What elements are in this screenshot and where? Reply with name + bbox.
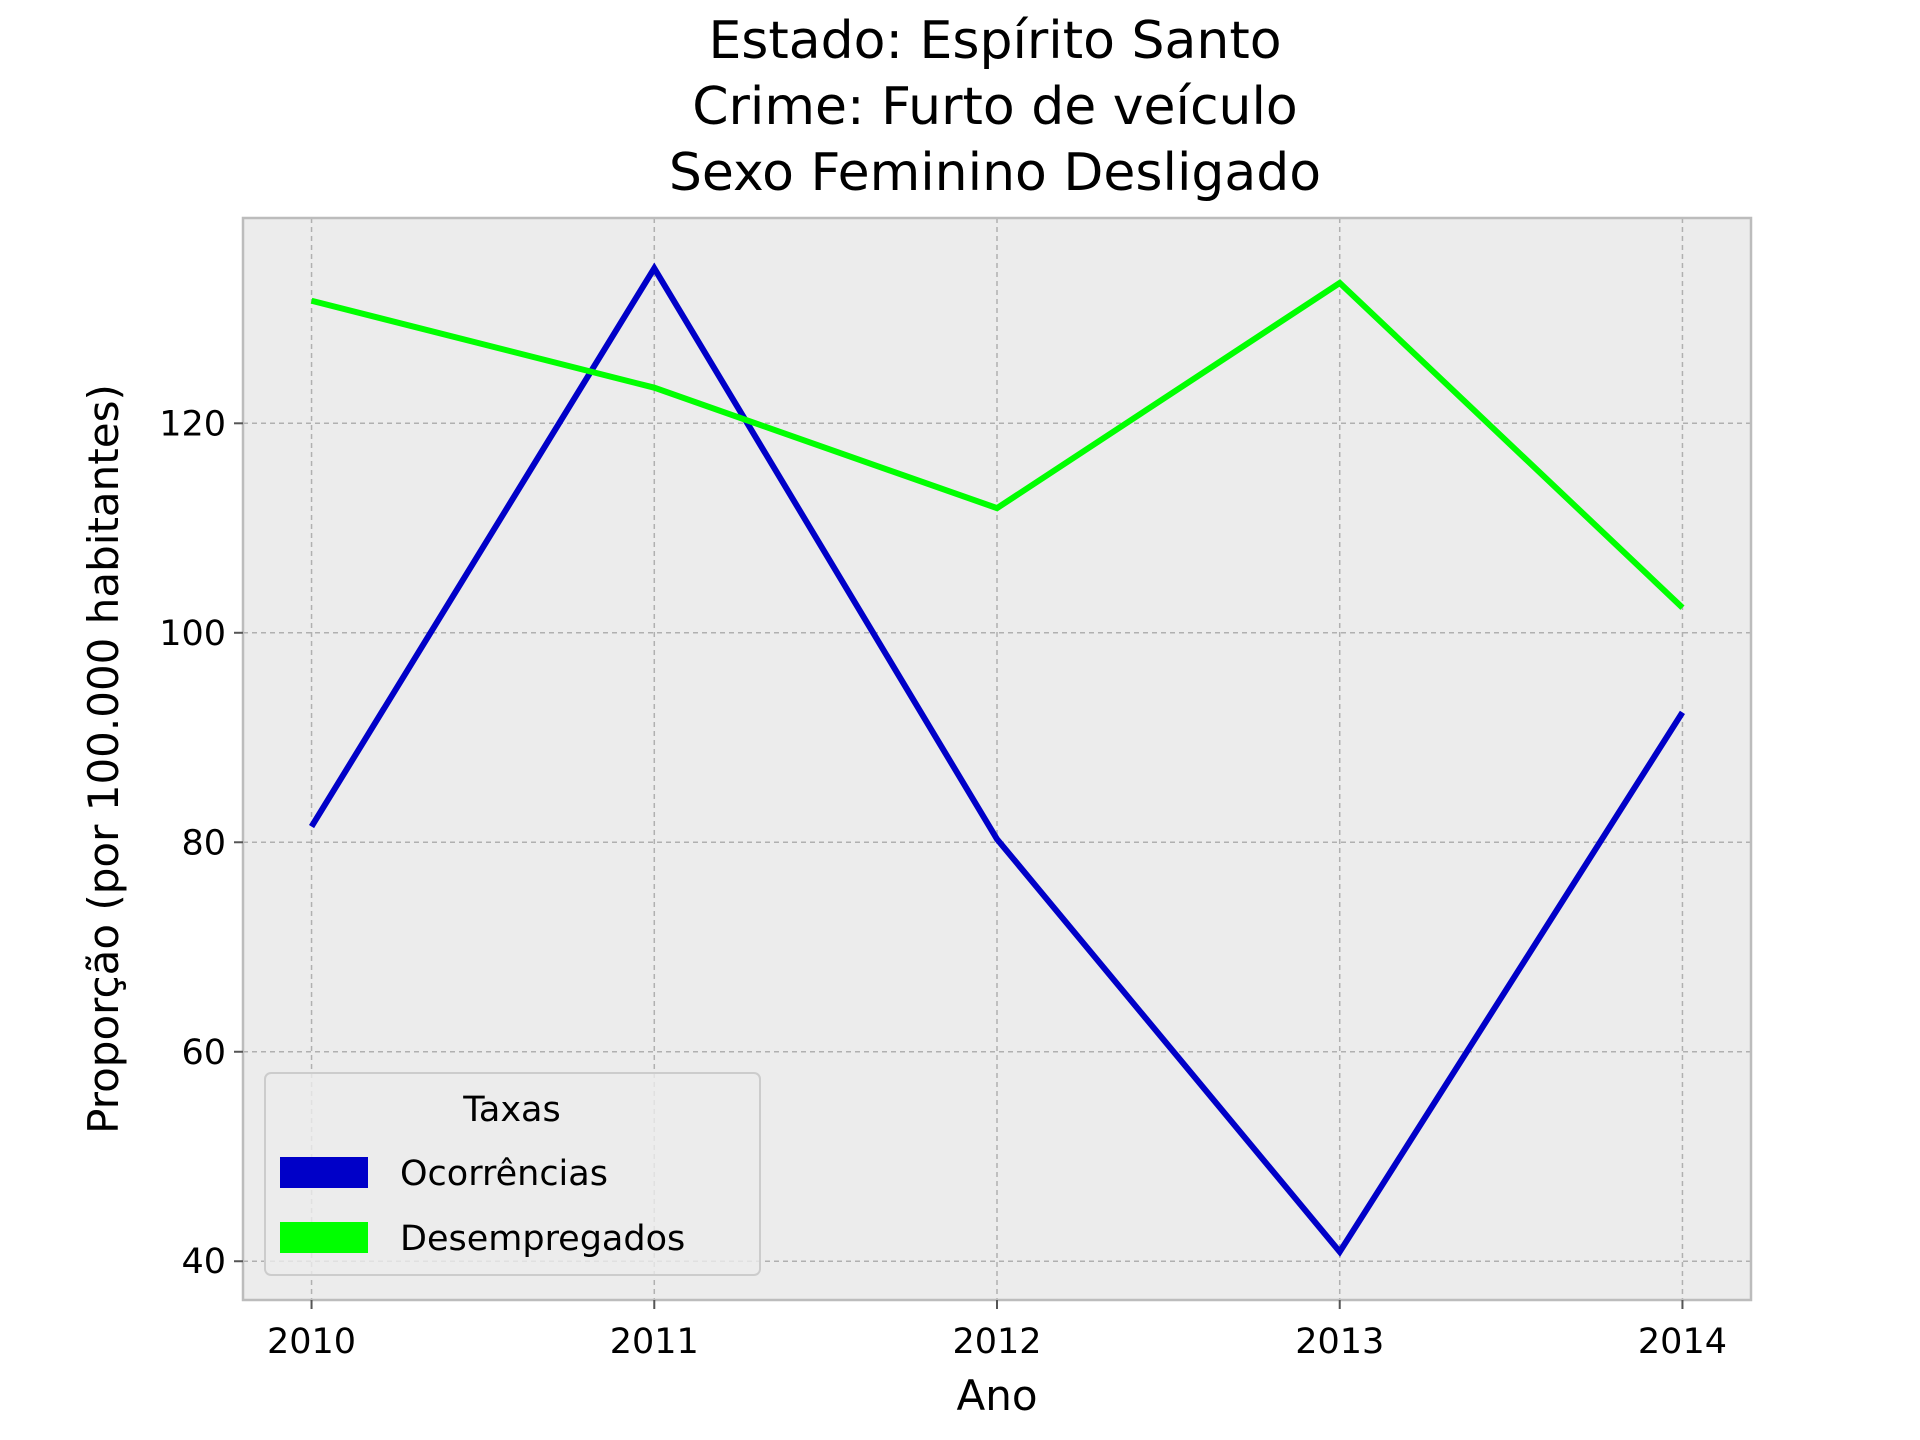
legend-box	[264, 1072, 761, 1276]
legend-title: Taxas	[462, 1090, 560, 1130]
legend: Taxas Ocorrências Desempregados	[264, 1072, 761, 1276]
legend-label-ocorrencias: Ocorrências	[400, 1154, 608, 1194]
x-axis-label: Ano	[956, 1371, 1037, 1420]
x-tick-label: 2010	[267, 1322, 356, 1362]
x-axis-ticks: 2010 2011 2012 2013 2014	[267, 1300, 1727, 1362]
title-line-1: Estado: Espírito Santo	[708, 11, 1281, 71]
x-tick-label: 2011	[610, 1322, 699, 1362]
x-tick-label: 2013	[1295, 1322, 1384, 1362]
y-tick-label: 60	[181, 1033, 226, 1073]
x-tick-label: 2014	[1638, 1322, 1727, 1362]
legend-swatch-desempregados	[280, 1222, 368, 1253]
legend-swatch-ocorrencias	[280, 1157, 368, 1188]
y-axis-label: Proporção (por 100.000 habitantes)	[79, 384, 128, 1134]
x-tick-label: 2012	[952, 1322, 1041, 1362]
y-axis-ticks: 40 60 80 100 120	[159, 404, 243, 1282]
series-lines	[308, 262, 1685, 1257]
title-line-2: Crime: Furto de veículo	[692, 77, 1298, 137]
y-tick-label: 80	[181, 823, 226, 863]
y-tick-label: 100	[159, 614, 226, 654]
y-tick-label: 40	[181, 1242, 226, 1282]
chart-title: Estado: Espírito Santo Crime: Furto de v…	[669, 11, 1321, 203]
title-line-3: Sexo Feminino Desligado	[669, 143, 1321, 203]
legend-label-desempregados: Desempregados	[400, 1219, 685, 1259]
y-tick-label: 120	[159, 404, 226, 444]
